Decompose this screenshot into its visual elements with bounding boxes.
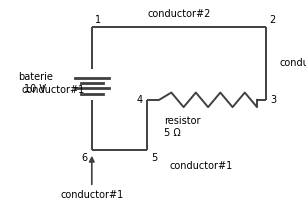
Text: conductor#2: conductor#2 [147, 9, 211, 19]
Text: 2: 2 [269, 15, 275, 25]
Text: 5: 5 [151, 153, 158, 163]
Text: 4: 4 [136, 95, 142, 105]
Text: resistor
5 Ω: resistor 5 Ω [164, 116, 200, 138]
Text: conductor#1: conductor#1 [21, 85, 85, 95]
Text: 1: 1 [95, 15, 101, 25]
Text: 6: 6 [81, 153, 87, 163]
Text: 3: 3 [271, 95, 277, 105]
Text: conductor#2: conductor#2 [280, 58, 306, 68]
Text: conductor#1: conductor#1 [60, 190, 123, 200]
Text: baterie
10 V: baterie 10 V [18, 72, 53, 94]
Text: conductor#1: conductor#1 [170, 161, 233, 171]
